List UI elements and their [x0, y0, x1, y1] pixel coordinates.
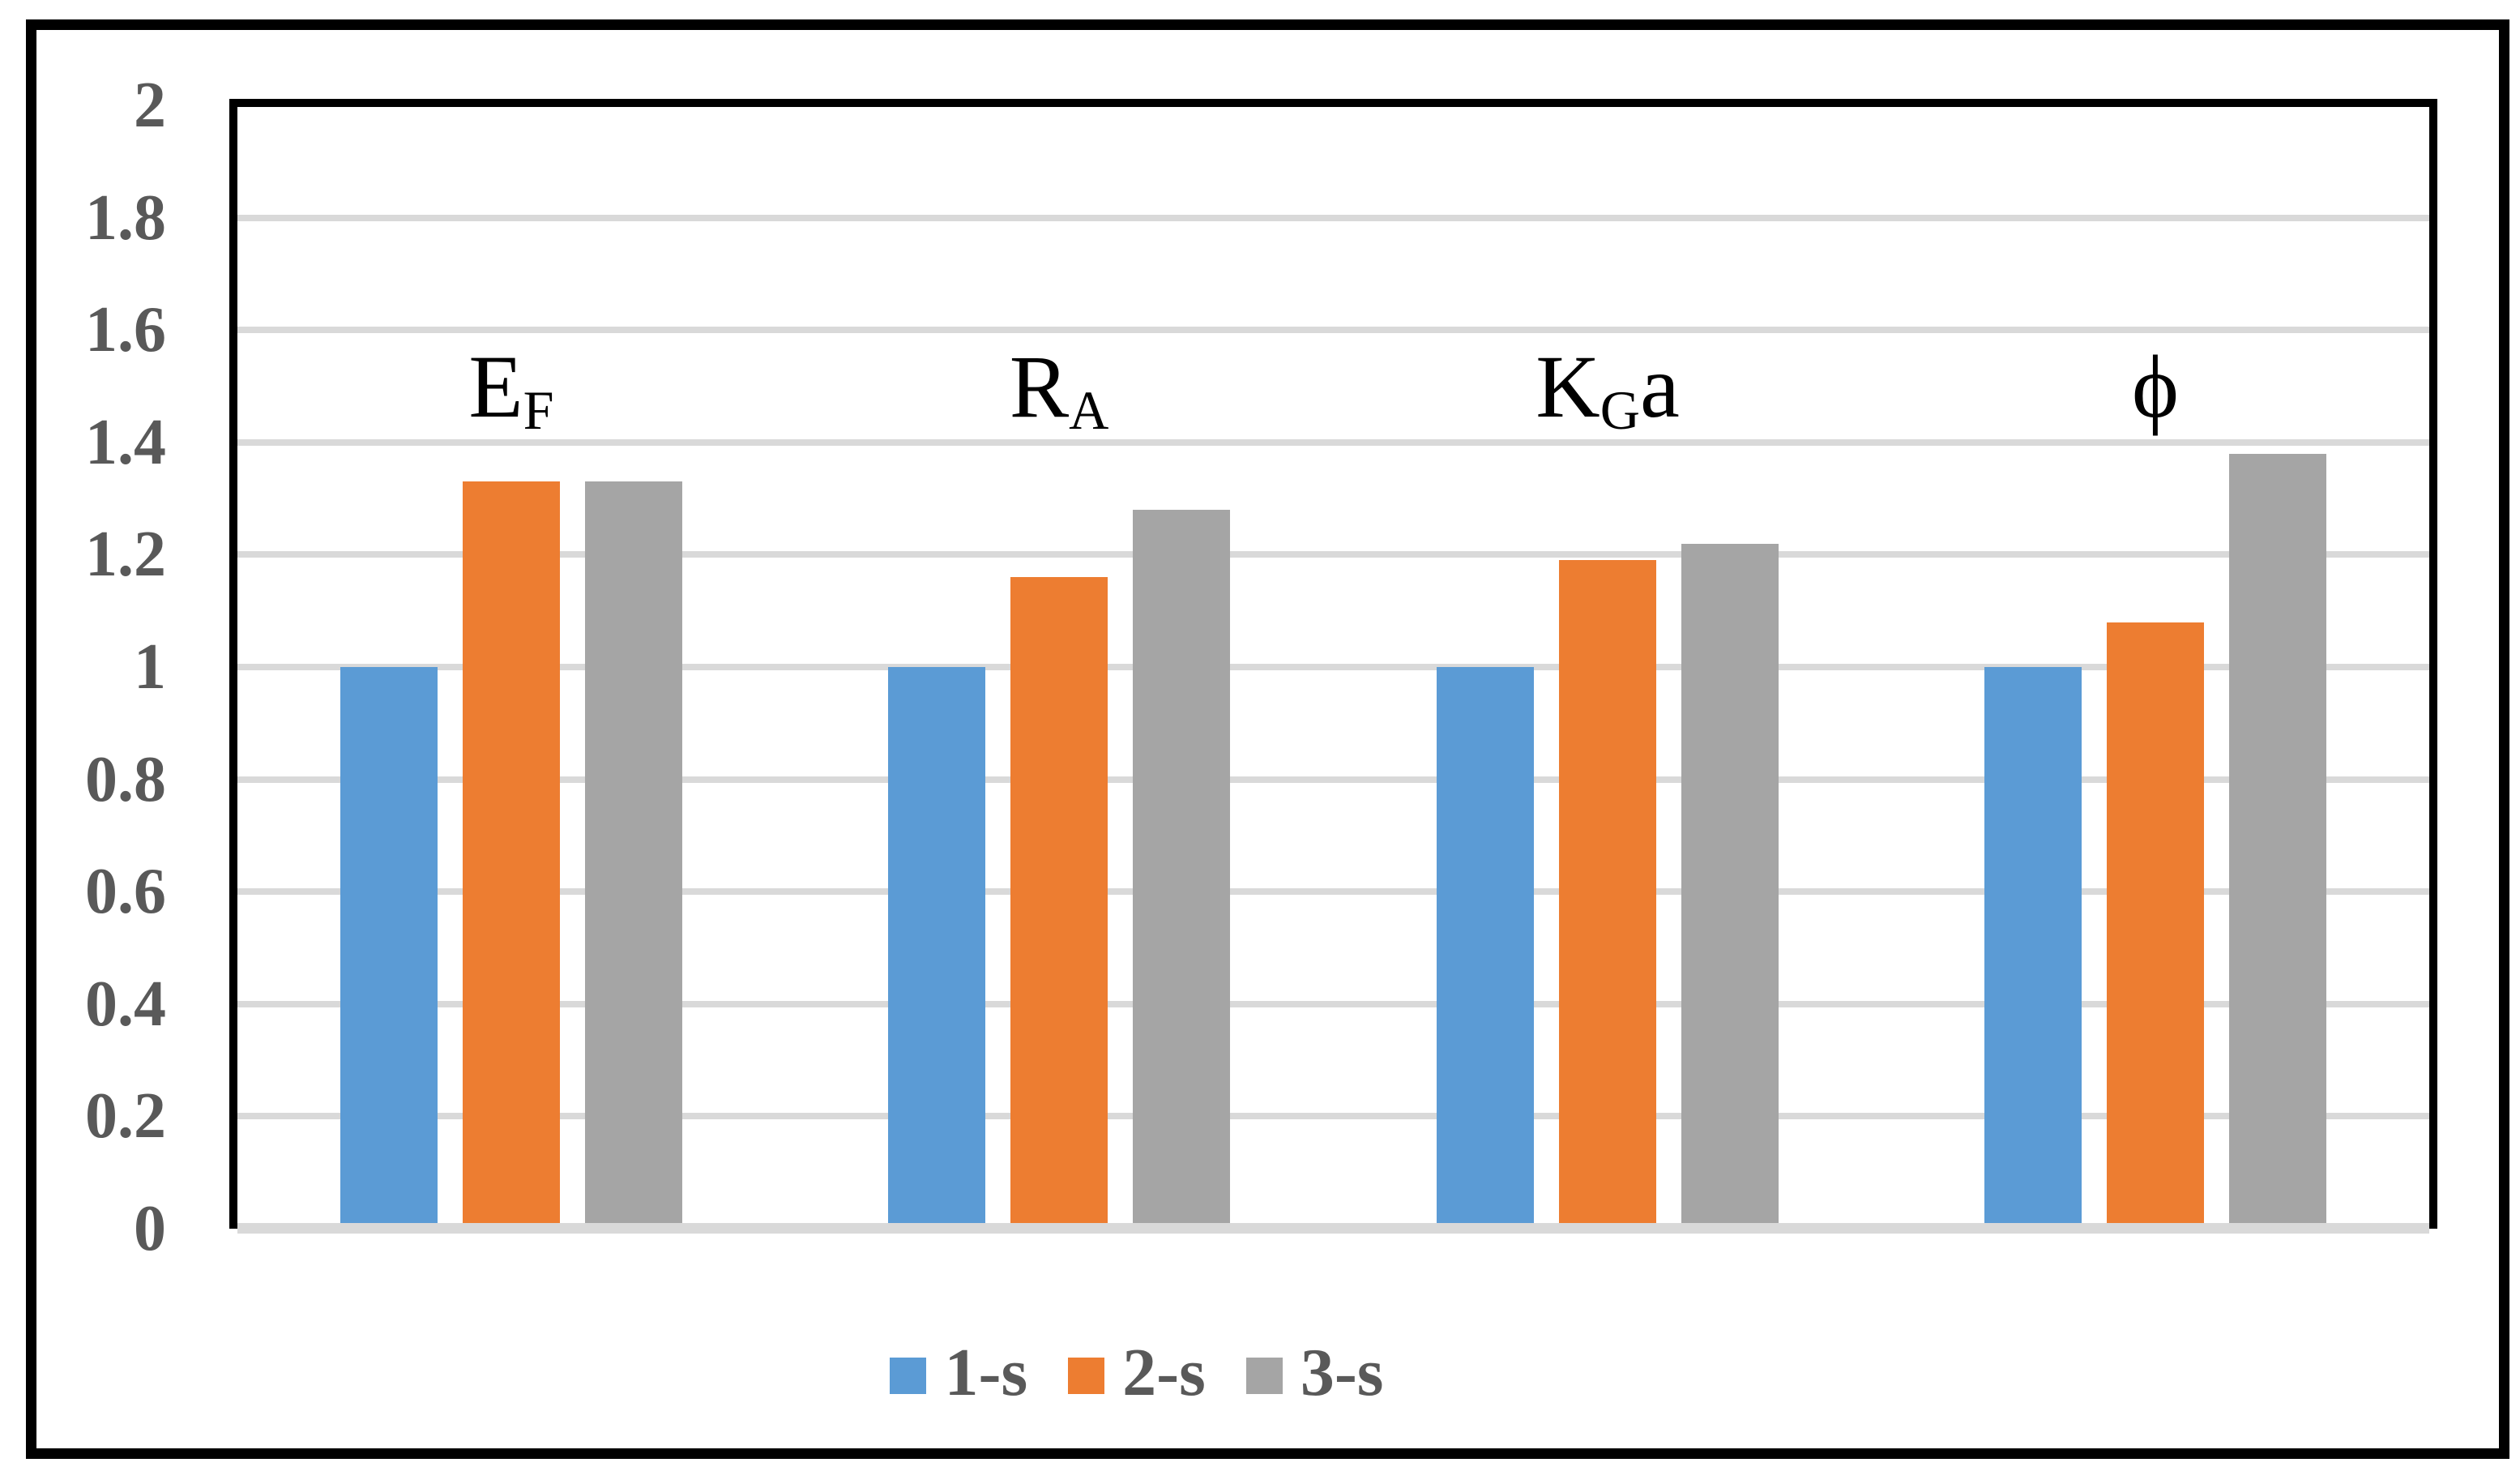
zero-axis-line [237, 1223, 2429, 1234]
legend-label: 3-s [1300, 1335, 1384, 1410]
gridline [237, 438, 2429, 446]
legend: 1-s 2-s 3-s [0, 1339, 2397, 1412]
bar-3-s-EF [585, 481, 682, 1223]
bar-1-s-RA [888, 667, 985, 1223]
bar-3-s-RA [1133, 510, 1230, 1223]
plot-area: EF RA KGa ϕ [229, 99, 2437, 1234]
category-label-ϕ: ϕ [1912, 342, 2398, 438]
y-axis-tick-label: 1.4 [85, 407, 166, 478]
y-axis-tick-label: 0.6 [85, 856, 166, 927]
legend-marker-1-s [890, 1357, 927, 1394]
legend-marker-2-s [1068, 1357, 1105, 1394]
category-label-subscript: A [1069, 379, 1109, 441]
category-label-subscript: G [1600, 379, 1640, 441]
category-label-suffix: a [1639, 337, 1680, 436]
gridline [237, 214, 2429, 221]
bar-2-s-KGa [1559, 560, 1656, 1223]
gridline [237, 664, 2429, 670]
figure-border [26, 19, 2509, 1459]
category-label-base: K [1535, 337, 1600, 436]
bar-1-s-ϕ [1984, 667, 2082, 1223]
gridline [237, 776, 2429, 783]
y-axis-tick-label: 1.8 [85, 182, 166, 254]
y-axis-tick-label: 1.2 [85, 519, 166, 590]
gridline [237, 1000, 2429, 1007]
category-label-base: ϕ [2132, 337, 2179, 436]
gridline [237, 327, 2429, 334]
legend-item-1-s: 1-s [890, 1339, 1027, 1412]
bar-2-s-ϕ [2107, 622, 2204, 1223]
bar-3-s-ϕ [2229, 454, 2326, 1223]
y-axis-tick-label: 1.6 [85, 294, 166, 366]
category-label-base: R [1009, 337, 1070, 436]
bar-2-s-EF [463, 481, 560, 1223]
category-label-base: E [468, 337, 523, 436]
legend-item-3-s: 3-s [1245, 1335, 1384, 1412]
y-axis-tick-label: 1 [134, 631, 166, 703]
gridline [237, 551, 2429, 558]
bar-2-s-RA [1010, 577, 1108, 1223]
bar-3-s-KGa [1681, 544, 1779, 1223]
y-axis-tick-label: 0.4 [85, 969, 166, 1040]
category-label-RA: RA [816, 342, 1302, 438]
category-label-KGa: KGa [1365, 342, 1851, 438]
category-label-subscript: F [523, 379, 554, 441]
legend-item-2-s: 2-s [1068, 1339, 1206, 1412]
y-axis-tick-label: 2 [134, 70, 166, 141]
gridline [237, 888, 2429, 896]
y-axis-tick-label: 0.2 [85, 1080, 166, 1152]
bar-1-s-KGa [1437, 667, 1534, 1223]
legend-marker-3-s [1245, 1357, 1283, 1394]
y-axis-tick-label: 0 [134, 1193, 166, 1264]
legend-label: 2-s [1122, 1335, 1206, 1410]
category-label-EF: EF [268, 342, 754, 438]
bar-1-s-EF [340, 667, 438, 1223]
y-axis-tick-label: 0.8 [85, 744, 166, 815]
gridline [237, 1113, 2429, 1120]
legend-label: 1-s [944, 1335, 1028, 1410]
